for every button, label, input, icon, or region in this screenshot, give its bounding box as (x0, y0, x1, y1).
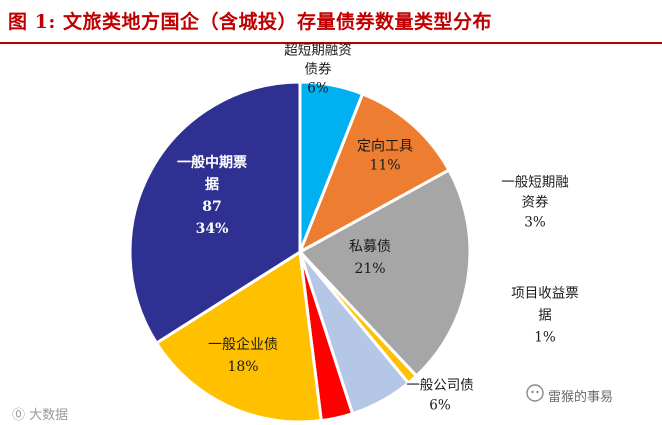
slice-label-7: 一般中期票据 87 34% (177, 154, 247, 237)
slice-label-1: 定向工具 11% (357, 139, 413, 174)
pie-slice-7 (128, 80, 302, 346)
slice-label-6: 一般企业债 18% (208, 336, 278, 375)
slice-label-0: 超短期融资债券 6% (284, 43, 352, 97)
title-bar: 图 1: 文旅类地方国企（含城投）存量债券数量类型分布 (0, 0, 662, 40)
watermark-right: 雷猴的事易 (548, 390, 614, 405)
slice-label-4: 一般公司债 6% (406, 378, 474, 414)
watermark-left: ⓪ 大数据 (12, 408, 69, 423)
wechat-icon (526, 384, 544, 402)
pie-slice-1 (297, 91, 452, 256)
slice-label-2: 私募债 21% (349, 239, 391, 277)
pie-slices (128, 80, 472, 424)
title-underline (0, 42, 662, 44)
pie-slice-2 (297, 168, 472, 379)
pie-slice-6 (154, 249, 323, 424)
slice-label-5: 一般短期融资券 3% (501, 175, 569, 231)
slice-label-3: 项目收益票据 1% (511, 286, 579, 346)
chart-title: 图 1: 文旅类地方国企（含城投）存量债券数量类型分布 (8, 10, 492, 33)
pie-labels: 超短期融资债券 6% 定向工具 11% 私募债 21% 项目收益票据 1% 一般公司债 6% 一般短… (177, 43, 579, 414)
